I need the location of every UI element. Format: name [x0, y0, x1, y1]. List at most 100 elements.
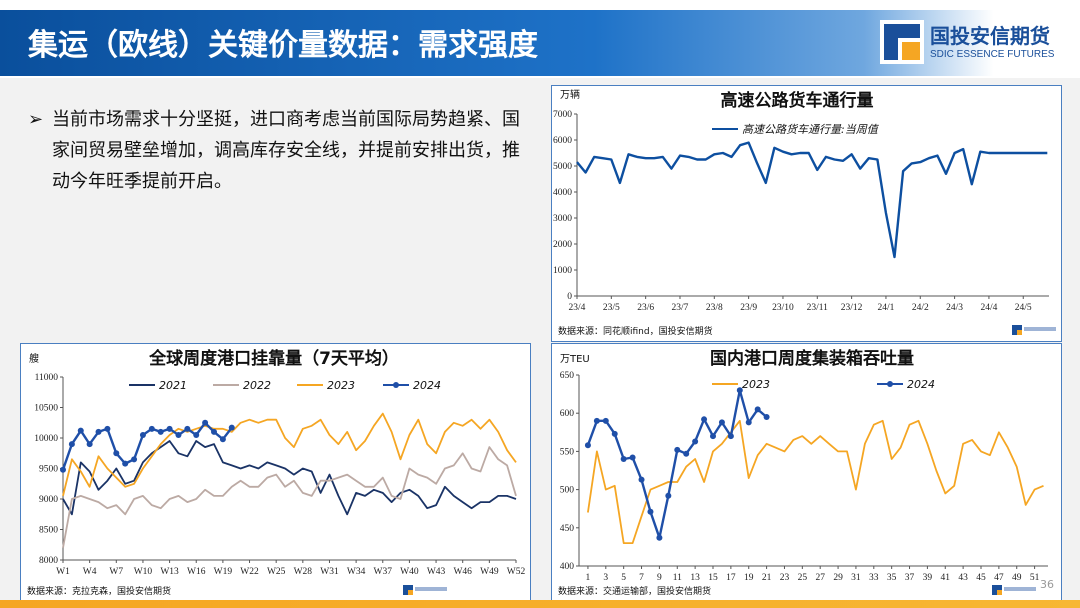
y-tick-label: 5000: [553, 162, 572, 172]
x-tick-label: W31: [320, 567, 339, 577]
x-tick-label: W1: [56, 567, 70, 577]
y-tick-label: 1000: [553, 266, 572, 276]
x-tick-label: 29: [833, 573, 843, 583]
x-tick-label: 47: [994, 573, 1004, 583]
x-tick-label: W37: [374, 567, 393, 577]
y-tick-label: 450: [560, 524, 575, 534]
x-tick-label: 31: [851, 573, 861, 583]
legend-label-2021: 2021: [159, 379, 187, 392]
y-tick-label: 3000: [553, 214, 572, 224]
logo-name: 国投安信期货: [930, 24, 1050, 48]
logo-subtitle: SDIC ESSENCE FUTURES: [930, 49, 1055, 60]
x-tick-label: W49: [480, 567, 499, 577]
small-logo-icon: [1012, 325, 1056, 335]
small-logo-icon: [992, 585, 1036, 595]
logo-mark-icon: [880, 20, 924, 64]
legend-marker-2024: [393, 382, 399, 388]
bottom-accent-bar: [0, 600, 1080, 608]
data-point-2024: [701, 416, 708, 423]
x-tick-label: W25: [267, 567, 286, 577]
x-tick-label: 33: [869, 573, 879, 583]
series-line-2022: [62, 446, 517, 548]
x-tick-label: W34: [347, 567, 366, 577]
x-tick-label: 11: [673, 573, 682, 583]
legend-label-高速公路货车通行量:当周值: 高速公路货车通行量:当周值: [742, 123, 880, 136]
data-point-2024: [86, 441, 93, 448]
y-tick-label: 8500: [39, 526, 58, 536]
x-tick-label: 1: [586, 573, 591, 583]
y-tick-label: 500: [560, 486, 575, 496]
legend-label-2024: 2024: [907, 378, 935, 391]
source-note: 数据来源：同花顺ifind，国投安信期货: [558, 325, 713, 337]
page-number: 36: [1040, 578, 1054, 591]
port-calls-chart: 全球周度港口挂靠量（7天平均） 艘 8000 8500 9000 9500 10000 105…: [27, 348, 526, 597]
x-tick-label: 35: [887, 573, 897, 583]
x-tick-label: 37: [905, 573, 915, 583]
data-point-2024: [692, 438, 699, 445]
data-point-2024: [68, 441, 75, 448]
legend-label-2023: 2023: [327, 379, 355, 392]
x-tick-label: W13: [160, 567, 179, 577]
data-point-2024: [202, 419, 209, 426]
x-tick-label: W7: [109, 567, 123, 577]
highway-truck-chart: 高速公路货车通行量 万辆 0 1000 2000 3000 4000 5000 6000 7000…: [553, 88, 1056, 337]
data-point-2024: [175, 431, 182, 438]
x-tick-label: 19: [744, 573, 754, 583]
x-tick-label: 24/2: [912, 303, 929, 313]
series-line-2023: [62, 412, 517, 497]
data-point-2024: [745, 419, 752, 426]
data-point-2024: [611, 430, 618, 437]
data-point-2024: [139, 431, 146, 438]
small-logo-accent: [997, 590, 1002, 595]
y-tick-label: 650: [560, 371, 575, 381]
data-point-2024: [157, 428, 164, 435]
data-point-2024: [122, 460, 129, 467]
highway-chart-panel: 高速公路货车通行量 万辆 0 1000 2000 3000 4000 5000 6000 7000…: [551, 85, 1062, 342]
x-tick-label: 23/6: [637, 303, 654, 313]
x-tick-label: W4: [83, 567, 97, 577]
y-tick-label: 8000: [39, 556, 58, 566]
x-tick-label: W52: [507, 567, 526, 577]
x-tick-label: 24/5: [1015, 303, 1032, 313]
legend-label-2023: 2023: [742, 378, 770, 391]
legend-label-2024: 2024: [413, 379, 441, 392]
data-point-2024: [683, 450, 690, 457]
data-point-2024: [763, 414, 770, 421]
x-tick-label: 25: [798, 573, 808, 583]
y-tick-label: 6000: [553, 136, 572, 146]
data-point-2024: [665, 492, 672, 499]
small-logo-accent: [408, 590, 413, 595]
x-tick-label: 23/12: [841, 303, 863, 313]
x-tick-label: 24/1: [878, 303, 895, 313]
y-tick-label: 9500: [39, 465, 58, 475]
series-line-2021: [62, 440, 517, 516]
chart-title: 国内港口周度集装箱吞吐量: [710, 348, 914, 369]
x-tick-label: W40: [400, 567, 419, 577]
container-throughput-chart-panel: 国内港口周度集装箱吞吐量 万TEU 400 450 500 550 600 650 1 3 5 7 9 1…: [551, 343, 1062, 602]
x-tick-label: 41: [941, 573, 951, 583]
company-logo: 国投安信期货 SDIC ESSENCE FUTURES: [880, 18, 1070, 68]
bullet-text: 当前市场需求十分坚挺，进口商考虑当前国际局势趋紧、国家间贸易壁垒增加，调高库存安…: [52, 109, 520, 192]
x-tick-label: 23/9: [740, 303, 757, 313]
bullet-arrow-icon: ➢: [28, 109, 44, 130]
source-note: 数据来源：交通运输部，国投安信期货: [558, 585, 711, 597]
small-logo-text: [1004, 587, 1036, 591]
data-point-2024: [620, 456, 627, 463]
x-tick-label: 23/4: [569, 303, 586, 313]
data-point-2024: [629, 454, 636, 461]
y-tick-label: 10500: [34, 404, 58, 414]
x-tick-label: W10: [134, 567, 153, 577]
x-tick-label: 3: [603, 573, 608, 583]
x-tick-label: 43: [958, 573, 968, 583]
x-tick-label: W16: [187, 567, 206, 577]
y-tick-label: 2000: [553, 240, 572, 250]
small-logo-accent: [1017, 330, 1022, 335]
data-point-2024: [638, 476, 645, 483]
x-tick-label: 5: [621, 573, 626, 583]
chart-title: 全球周度港口挂靠量（7天平均）: [148, 348, 399, 369]
x-tick-label: 7: [639, 573, 644, 583]
x-tick-label: 23/5: [603, 303, 620, 313]
x-tick-label: 24/3: [946, 303, 963, 313]
data-point-2024: [602, 417, 609, 424]
y-tick-label: 550: [560, 447, 575, 457]
